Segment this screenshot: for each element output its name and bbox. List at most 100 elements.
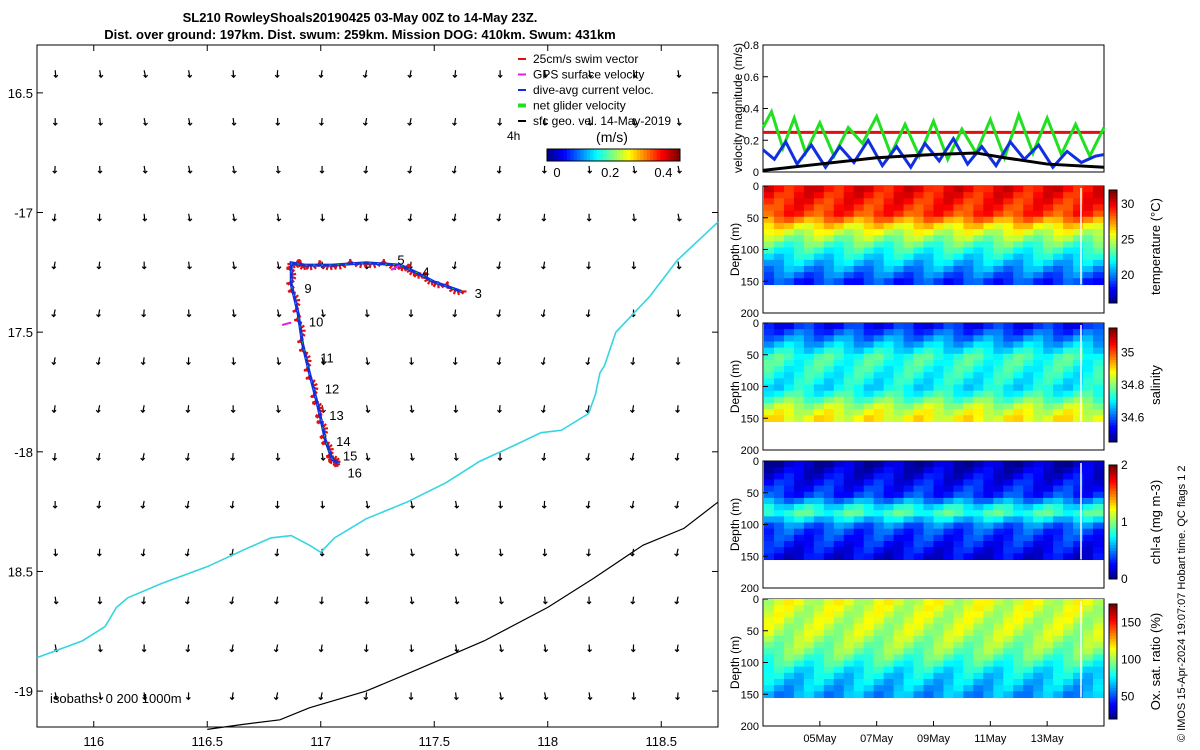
section-cell [1093,253,1104,261]
section-cell [1033,504,1044,511]
colorbar-cell [1109,484,1117,489]
section-cell [863,384,875,392]
section-cell [943,329,955,336]
geo-velocity-arrow [409,70,412,78]
section-cell [853,672,865,680]
section-cell [903,415,915,423]
geo-velocity-arrow [188,165,191,174]
section-cell [764,623,775,631]
section-cell [773,335,785,343]
section-cell [933,522,945,530]
section-cell [1083,547,1094,554]
geo-velocity-arrowhead [97,601,103,605]
section-cell [1053,461,1064,468]
section-cell [833,635,845,643]
section-cell [873,685,885,692]
section-cell [1083,216,1094,224]
section-cell [813,660,825,668]
section-cell [783,415,795,423]
section-cell [853,222,865,230]
colorbar-cell [1109,716,1117,720]
section-cell [813,516,825,524]
section-cell [973,329,984,336]
section-cell [903,198,915,206]
section-cell [903,666,915,674]
section-cell [1013,278,1024,286]
geo-velocity-arrow [631,500,635,509]
geo-velocity-arrowhead [496,170,502,174]
section-cell [1083,660,1094,668]
geo-velocity-arrow [588,644,591,652]
colorbar-cell [1109,476,1117,480]
section-cell [853,396,865,404]
section-cell [973,522,984,530]
section-cell [1073,473,1084,481]
section-cell [773,415,785,423]
section-cell [863,335,875,343]
section-cell [823,666,835,674]
section-cell [853,605,865,612]
section-cell [853,359,865,367]
section-cell [1023,648,1034,655]
section-cell [1063,384,1074,392]
section-cell [1043,666,1054,674]
section-cell [1063,235,1074,242]
section-cell [764,516,775,524]
section-cell [1093,192,1104,199]
section-cell [853,553,865,561]
section-cell [1033,347,1044,355]
section-cell [933,491,945,499]
section-cell [883,192,895,199]
section-cell [993,415,1004,423]
section-cell [903,660,915,668]
section-cell [1003,415,1014,423]
section-cell [1033,672,1044,680]
section-cell [803,678,815,686]
map-x-tick-label: 118.5 [645,734,677,749]
section-cell [943,510,955,517]
legend-label: sfc geo. vel. 14-May-2019 [533,114,671,128]
section-cell [1053,497,1064,505]
colorbar-cell [1109,681,1117,685]
section-cell [943,516,955,524]
section-cell [833,253,845,261]
section-cell [873,617,885,625]
section-cell [853,366,865,373]
colorbar-cell [660,149,664,161]
section-cell [923,648,935,655]
section-cell [893,409,905,416]
section-cell [933,222,945,230]
section-cell [1043,547,1054,554]
geo-velocity-arrow [275,596,279,604]
section-cell [913,198,925,206]
section-cell [1093,540,1104,548]
section-cell [1023,402,1034,410]
section-cell [923,485,935,493]
section-cell [1033,186,1044,193]
section-cell [993,359,1004,367]
section-cell [1033,629,1044,637]
section-cell [823,192,835,199]
section-cell [883,629,895,637]
geo-velocity-arrowhead [676,314,682,318]
colorbar-cell [1109,376,1117,380]
section-cell [793,216,805,224]
section-cell [1073,599,1084,606]
section-cell [983,547,994,554]
section-cell [1003,192,1014,199]
section-cell [833,629,845,637]
colorbar-tick-label: 0.2 [601,165,619,180]
colorbar-cell [1109,399,1117,403]
geo-velocity-arrowhead [54,696,60,701]
section-cell [1023,216,1034,224]
section-cell [783,605,795,612]
section-cell [903,253,915,261]
section-y-tick-label: 150 [741,276,759,288]
section-cell [843,629,855,637]
section-cell [764,259,775,267]
section-cell [953,485,965,493]
section-cell [793,461,805,468]
geo-velocity-arrowhead [320,505,326,509]
section-cell [833,204,845,212]
geo-velocity-arrow [410,357,413,365]
